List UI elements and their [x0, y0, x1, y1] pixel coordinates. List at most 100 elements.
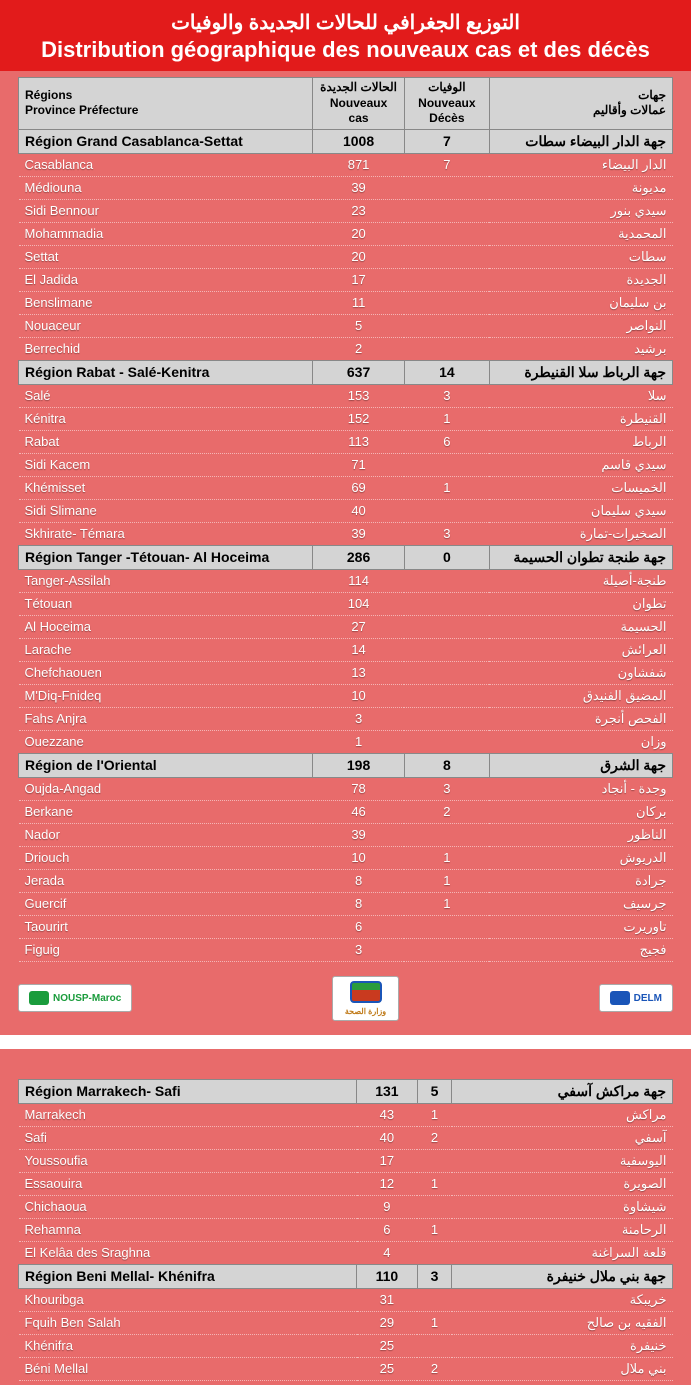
region-row: Région Tanger -Tétouan- Al Hoceima2860جه…	[19, 545, 673, 569]
region-name-fr: Région Beni Mellal- Khénifra	[19, 1264, 357, 1288]
hdr-regions-ar: جهات	[496, 88, 666, 104]
province-name-ar: الفقيه بن صالح	[452, 1311, 673, 1334]
province-row: Jerada81جرادة	[19, 869, 673, 892]
province-deaths: 3	[404, 384, 489, 407]
province-row: Essaouira121الصويرة	[19, 1172, 673, 1195]
table-header: Régions Province Préfecture الحالات الجد…	[19, 78, 673, 130]
hdr-regions-fr: Régions	[25, 88, 306, 104]
province-row: Skhirate- Témara393الصخيرات-تمارة	[19, 522, 673, 545]
region-row: Région Beni Mellal- Khénifra1103جهة بني …	[19, 1264, 673, 1288]
province-row: Ouezzane1وزان	[19, 730, 673, 753]
province-name-fr: Oujda-Angad	[19, 777, 313, 800]
province-cases: 17	[357, 1149, 418, 1172]
province-name-ar: النواصر	[489, 314, 672, 337]
province-cases: 14	[313, 638, 405, 661]
province-name-fr: Youssoufia	[19, 1149, 357, 1172]
province-deaths	[417, 1195, 452, 1218]
province-name-ar: الخميسات	[489, 476, 672, 499]
province-deaths: 1	[417, 1103, 452, 1126]
province-name-ar: آسفي	[452, 1126, 673, 1149]
province-name-fr: Fquih Ben Salah	[19, 1311, 357, 1334]
province-name-fr: Safi	[19, 1126, 357, 1149]
province-cases: 25	[357, 1334, 418, 1357]
logo-nousp: NOUSP-Maroc	[18, 984, 132, 1012]
province-name-fr: Tanger-Assilah	[19, 569, 313, 592]
province-name-ar: الجديدة	[489, 268, 672, 291]
province-row: Nador39الناظور	[19, 823, 673, 846]
province-cases: 17	[313, 268, 405, 291]
province-name-fr: Casablanca	[19, 153, 313, 176]
province-name-fr: Berrechid	[19, 337, 313, 360]
province-row: El Jadida17الجديدة	[19, 268, 673, 291]
province-row: Larache14العرائش	[19, 638, 673, 661]
region-cases: 637	[313, 360, 405, 384]
region-name-ar: جهة طنجة تطوان الحسيمة	[489, 545, 672, 569]
province-row: Sidi Kacem71سيدي قاسم	[19, 453, 673, 476]
province-cases: 20	[313, 222, 405, 245]
province-row: Mohammadia20المحمدية	[19, 222, 673, 245]
province-cases: 39	[313, 522, 405, 545]
province-cases: 29	[357, 1311, 418, 1334]
ministry-icon	[350, 981, 382, 1003]
province-row: Khouribga31خريبكة	[19, 1288, 673, 1311]
province-deaths	[404, 314, 489, 337]
province-name-ar: جرسيف	[489, 892, 672, 915]
province-name-ar: بن سليمان	[489, 291, 672, 314]
province-name-fr: El Kelâa des Sraghna	[19, 1241, 357, 1264]
nousp-icon	[29, 991, 49, 1005]
region-name-ar: جهة الرباط سلا القنيطرة	[489, 360, 672, 384]
delm-icon	[610, 991, 630, 1005]
table-section-1: Régions Province Préfecture الحالات الجد…	[0, 71, 691, 962]
province-cases: 13	[313, 661, 405, 684]
region-name-fr: Région de l'Oriental	[19, 753, 313, 777]
province-cases: 23	[313, 199, 405, 222]
province-deaths: 1	[404, 476, 489, 499]
province-row: Khénifra25خنيفرة	[19, 1334, 673, 1357]
province-name-fr: M'Diq-Fnideq	[19, 684, 313, 707]
province-cases: 6	[357, 1218, 418, 1241]
province-cases: 6	[313, 915, 405, 938]
province-name-fr: Nador	[19, 823, 313, 846]
province-name-ar: مراكش	[452, 1103, 673, 1126]
province-name-fr: Fahs Anjra	[19, 707, 313, 730]
region-cases: 286	[313, 545, 405, 569]
logo-row: NOUSP-Maroc وزارة الصحة DELM	[0, 962, 691, 1035]
region-deaths: 0	[404, 545, 489, 569]
province-name-fr: Chichaoua	[19, 1195, 357, 1218]
province-name-fr: Taourirt	[19, 915, 313, 938]
province-cases: 152	[313, 407, 405, 430]
province-deaths	[404, 199, 489, 222]
region-deaths: 7	[404, 129, 489, 153]
province-deaths	[404, 268, 489, 291]
province-name-fr: Mohammadia	[19, 222, 313, 245]
province-name-ar: بني ملال	[452, 1357, 673, 1380]
province-row: Benslimane11بن سليمان	[19, 291, 673, 314]
province-deaths	[417, 1334, 452, 1357]
province-row: Khémisset691الخميسات	[19, 476, 673, 499]
province-name-fr: Sidi Kacem	[19, 453, 313, 476]
province-row: Al Hoceima27الحسيمة	[19, 615, 673, 638]
province-cases: 39	[313, 823, 405, 846]
title-block: التوزيع الجغرافي للحالات الجديدة والوفيا…	[0, 0, 691, 71]
province-deaths	[404, 615, 489, 638]
hdr-deaths-fr: Nouveaux Décès	[411, 96, 483, 127]
province-name-fr: Benslimane	[19, 291, 313, 314]
province-cases: 9	[357, 1195, 418, 1218]
province-deaths	[404, 592, 489, 615]
province-name-fr: Skhirate- Témara	[19, 522, 313, 545]
province-deaths: 3	[404, 522, 489, 545]
province-deaths	[404, 661, 489, 684]
region-deaths: 8	[404, 753, 489, 777]
province-deaths: 7	[404, 153, 489, 176]
province-name-fr: Chefchaouen	[19, 661, 313, 684]
province-cases: 40	[357, 1126, 418, 1149]
province-name-fr: Rabat	[19, 430, 313, 453]
page: التوزيع الجغرافي للحالات الجديدة والوفيا…	[0, 0, 691, 1385]
region-name-ar: جهة مراكش آسفي	[452, 1079, 673, 1103]
hdr-province-fr: Province Préfecture	[25, 103, 306, 119]
region-name-ar: جهة الشرق	[489, 753, 672, 777]
province-deaths	[404, 222, 489, 245]
province-cases: 69	[313, 476, 405, 499]
province-name-fr: Kénitra	[19, 407, 313, 430]
province-deaths: 1	[404, 892, 489, 915]
